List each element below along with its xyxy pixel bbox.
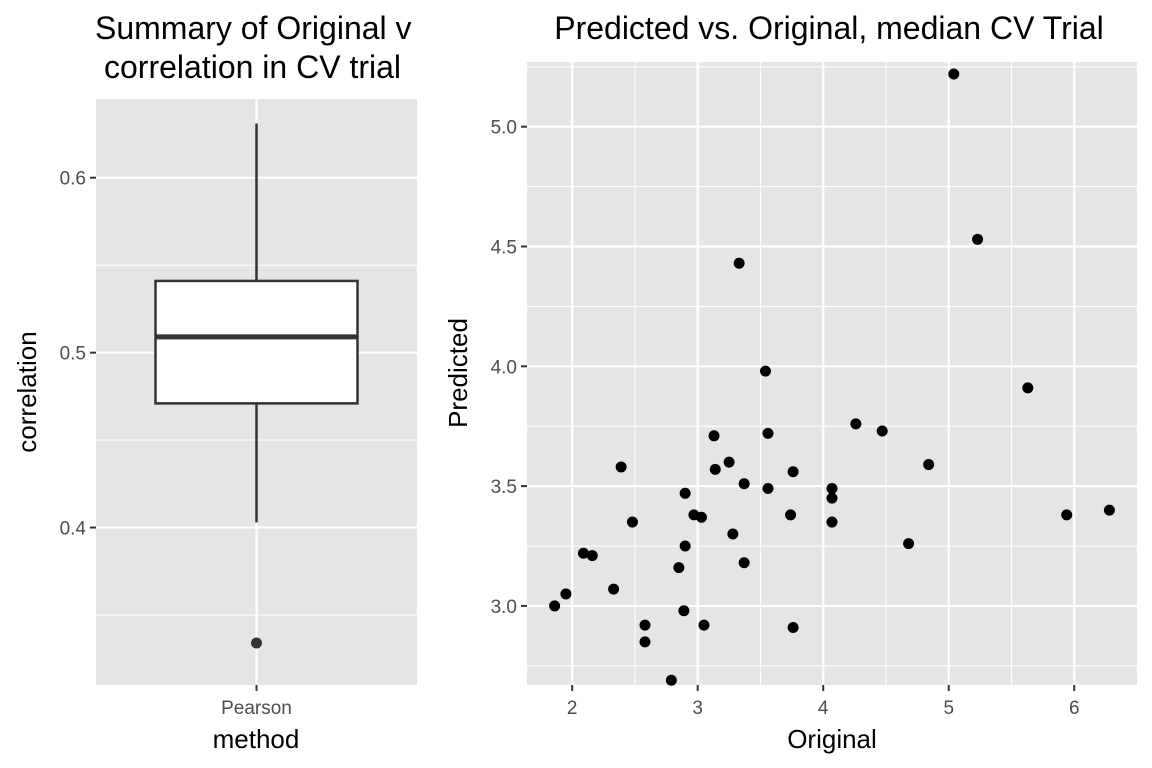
scatter-point-15 (695, 511, 707, 523)
scatter-x-axis: 2 3 4 5 6 (567, 685, 1080, 719)
scatter-point-24 (759, 365, 771, 377)
scatter-point-39 (1022, 382, 1034, 394)
scatter-x-tick-label-4: 6 (1069, 698, 1080, 719)
scatter-point-40 (1061, 509, 1073, 521)
scatter-point-41 (1103, 504, 1115, 516)
scatter-point-29 (787, 621, 799, 633)
scatter-point-22 (738, 478, 750, 490)
scatter-point-13 (679, 540, 691, 552)
scatter-point-4 (608, 583, 620, 595)
scatter-y-tick-label-4: 5.0 (491, 118, 517, 139)
scatter-y-axis: 3.0 3.5 4.0 4.5 5.0 (491, 118, 527, 618)
scatter-point-18 (709, 463, 721, 475)
scatter-point-21 (733, 257, 745, 269)
boxplot-chart: Summary of Original v correlation in CV … (12, 10, 417, 754)
scatter-point-1 (560, 588, 572, 600)
boxplot-marks (154, 123, 359, 649)
scatter-point-25 (762, 427, 774, 439)
boxplot-x-axis: Pearson (221, 685, 292, 719)
scatter-y-tick-label-2: 4.0 (491, 357, 517, 378)
scatter-y-tick-label-1: 3.5 (491, 477, 517, 498)
scatter-point-8 (639, 636, 651, 648)
scatter-x-axis-title: Original (787, 724, 877, 754)
scatter-x-tick-label-1: 3 (692, 698, 703, 719)
scatter-x-tick-label-0: 2 (567, 698, 578, 719)
scatter-point-10 (673, 562, 685, 574)
scatter-x-tick-label-2: 4 (818, 698, 829, 719)
boxplot-outlier-0 (251, 637, 262, 649)
scatter-point-7 (639, 619, 651, 631)
boxplot-title-line-1: Summary of Original v (95, 10, 412, 46)
scatter-point-20 (727, 528, 739, 540)
scatter-point-36 (923, 459, 935, 471)
boxplot-box (154, 279, 359, 405)
boxplot-y-tick-label-1: 0.5 (60, 344, 86, 365)
scatter-point-6 (626, 516, 638, 528)
scatter-point-17 (708, 430, 720, 442)
scatter-point-27 (785, 509, 797, 521)
boxplot-y-axis-title: correlation (12, 331, 42, 452)
scatter-y-axis-title: Predicted (443, 318, 473, 428)
scatter-y-tick-label-0: 3.0 (491, 597, 517, 618)
scatter-point-3 (586, 550, 598, 562)
boxplot-title-line-2: correlation in CV trial (104, 49, 401, 85)
scatter-x-tick-label-3: 5 (943, 698, 954, 719)
scatter-point-5 (615, 461, 627, 473)
scatter-point-28 (787, 466, 799, 478)
scatter-point-9 (665, 674, 677, 686)
scatter-point-32 (826, 516, 838, 528)
scatter-point-38 (972, 233, 984, 245)
scatter-points (549, 68, 1115, 686)
scatter-point-35 (903, 538, 915, 550)
scatter-point-19 (723, 456, 735, 468)
scatter-point-16 (698, 619, 710, 631)
boxplot-x-tick-label: Pearson (221, 698, 292, 719)
scatter-point-34 (876, 425, 888, 437)
scatter-point-23 (738, 557, 750, 569)
scatter-point-30 (826, 483, 838, 495)
boxplot-x-axis-title: method (213, 724, 300, 754)
scatter-y-tick-label-3: 4.5 (491, 238, 517, 259)
scatter-point-0 (549, 600, 561, 612)
boxplot-y-tick-label-2: 0.6 (60, 169, 86, 190)
boxplot-y-tick-label-0: 0.4 (60, 519, 87, 540)
scatter-point-26 (762, 483, 774, 495)
scatter-gridlines (527, 62, 1137, 685)
scatter-point-2 (577, 547, 589, 559)
boxplot-y-axis: 0.4 0.5 0.6 (60, 169, 96, 540)
scatter-panel-background (527, 62, 1137, 685)
scatter-point-37 (948, 68, 960, 80)
scatter-title: Predicted vs. Original, median CV Trial (554, 10, 1104, 46)
scatter-point-12 (679, 487, 691, 499)
scatter-point-31 (826, 492, 838, 504)
scatter-chart: Predicted vs. Original, median CV Trial … (443, 10, 1137, 754)
scatter-point-33 (850, 418, 862, 430)
scatter-point-11 (678, 605, 690, 617)
